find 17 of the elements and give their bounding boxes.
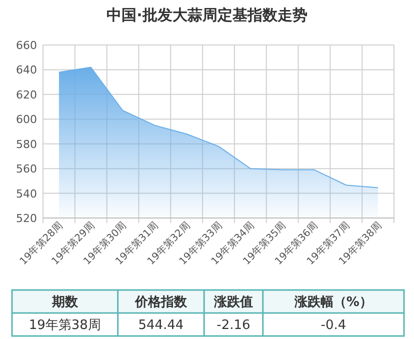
text: 涨跌幅（%） <box>293 295 372 310</box>
y-tick-label: 580 <box>16 138 37 151</box>
chart-title: 中国·批发大蒜周定基指数走势 <box>106 6 308 24</box>
y-tick-label: 600 <box>16 113 37 126</box>
text: 价格指数 <box>134 295 188 310</box>
y-tick-label: 540 <box>16 187 37 200</box>
text: -0.4 <box>320 318 346 333</box>
text: -2.16 <box>216 318 250 333</box>
y-tick-label: 520 <box>16 212 37 225</box>
text: 544.44 <box>138 318 184 333</box>
text: 19年第38周 <box>28 318 101 333</box>
y-tick-label: 620 <box>16 88 37 102</box>
text: 期数 <box>50 295 79 310</box>
y-tick-label: 640 <box>16 64 37 77</box>
y-tick-label: 660 <box>16 39 37 52</box>
y-tick-label: 560 <box>16 162 37 176</box>
text: 涨跌值 <box>212 295 253 310</box>
